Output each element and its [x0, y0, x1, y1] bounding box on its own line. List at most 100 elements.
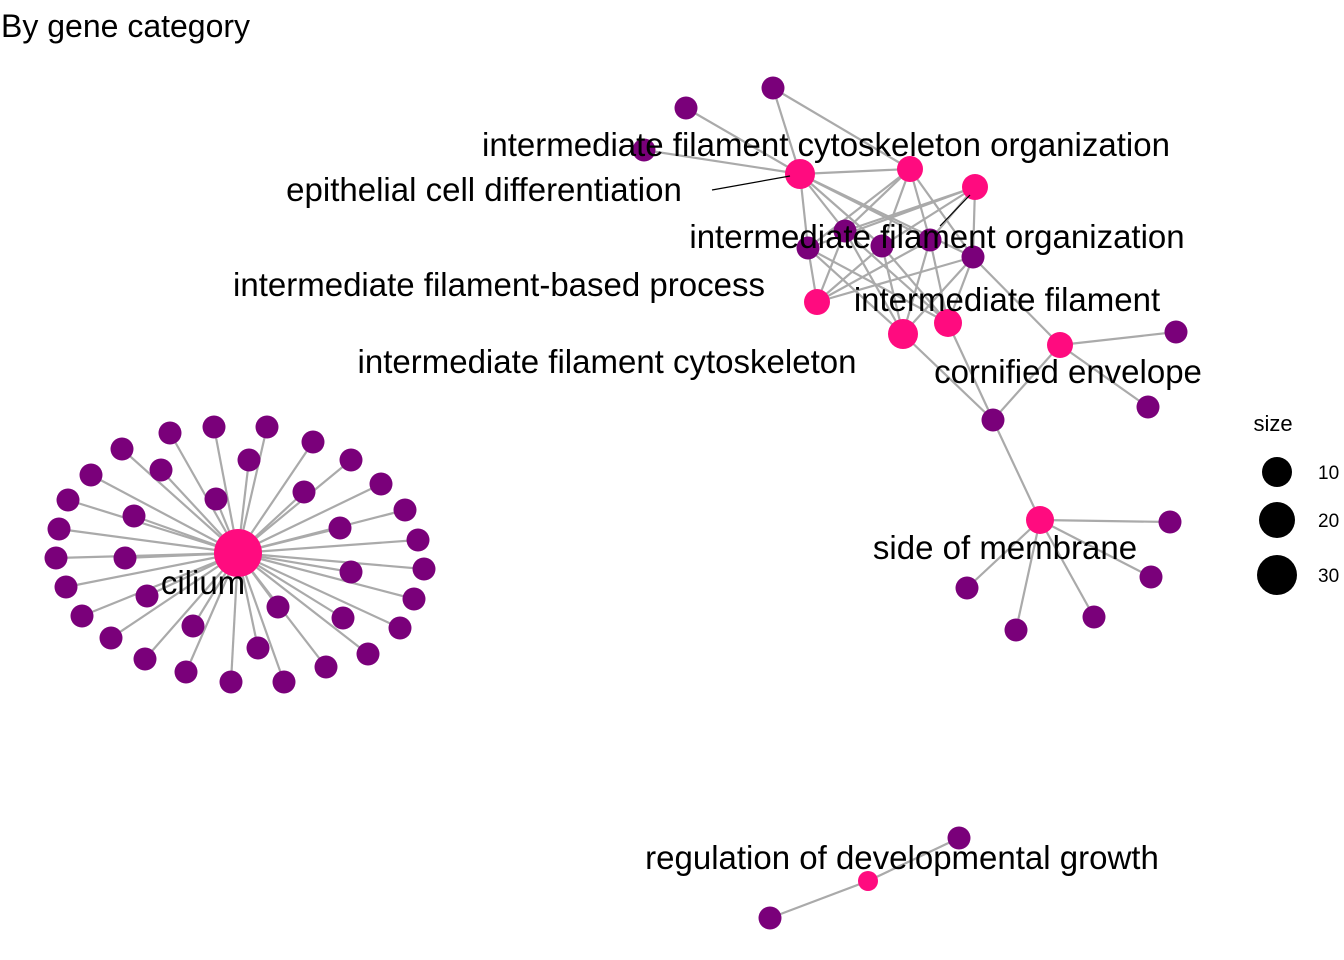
- network-edge: [121, 448, 239, 554]
- gene-node: [56, 488, 80, 512]
- network-edge: [844, 168, 911, 232]
- network-edge: [972, 256, 1061, 346]
- category-label-epi: epithelial cell differentiation: [286, 171, 682, 208]
- gene-node: [1004, 618, 1028, 642]
- network-edge: [928, 239, 950, 324]
- network-edge: [992, 344, 1061, 421]
- gene-node: [149, 458, 173, 482]
- network-edge: [880, 245, 905, 335]
- gene-node: [292, 480, 316, 504]
- gene-node: [237, 448, 261, 472]
- gene-node: [70, 604, 94, 628]
- network-edge: [867, 837, 960, 882]
- gene-node: [758, 906, 782, 930]
- gene-node: [1136, 395, 1160, 419]
- network-edge: [1014, 519, 1042, 631]
- gene-node: [369, 472, 393, 496]
- gene-node: [44, 546, 68, 570]
- gene-node: [110, 437, 134, 461]
- category-node-ifc: [888, 319, 918, 349]
- network-edge: [237, 551, 425, 571]
- category-label-cilium: cilium: [161, 564, 245, 601]
- gene-node: [981, 408, 1005, 432]
- gene-node: [1164, 320, 1188, 344]
- gene-node: [1082, 605, 1106, 629]
- gene-node: [122, 504, 146, 528]
- network-edge: [902, 333, 994, 421]
- network-edge: [1039, 518, 1171, 524]
- network-edge: [844, 230, 949, 324]
- label-leader-line: [711, 175, 791, 191]
- network-edge: [81, 551, 239, 618]
- network-edge: [902, 256, 974, 335]
- network-edge: [237, 483, 382, 554]
- label-leader-line: [939, 194, 971, 227]
- legend-size-dot: [1257, 555, 1297, 595]
- network-edge: [880, 168, 912, 247]
- gene-node: [328, 516, 352, 540]
- network-edge: [237, 538, 419, 555]
- gene-node: [272, 670, 296, 694]
- gene-node: [133, 647, 157, 671]
- gene-node: [246, 636, 270, 660]
- network-edge: [1039, 519, 1152, 578]
- gene-node: [158, 421, 182, 445]
- category-node-som: [1026, 506, 1054, 534]
- network-edge: [807, 168, 911, 249]
- gene-node: [918, 228, 942, 252]
- gene-node: [632, 138, 656, 162]
- network-edge: [65, 551, 239, 589]
- network-edge: [643, 148, 801, 176]
- gene-node: [393, 498, 417, 522]
- gene-node: [339, 560, 363, 584]
- gene-node: [331, 606, 355, 630]
- gene-node: [47, 517, 71, 541]
- network-edge: [844, 185, 976, 233]
- gene-node: [301, 430, 325, 454]
- category-node-cilium: [214, 529, 262, 577]
- network-edge: [1039, 519, 1095, 618]
- network-edge: [816, 239, 931, 303]
- gene-node: [174, 660, 198, 684]
- gene-node: [833, 219, 857, 243]
- gene-node: [356, 642, 380, 666]
- network-edge: [947, 322, 994, 421]
- size-legend: size 10 20 30: [1253, 411, 1339, 595]
- legend-size-dot: [1262, 457, 1292, 487]
- gene-node: [406, 528, 430, 552]
- network-labels: cilium epithelial cell differentiation int…: [161, 126, 1202, 876]
- network-edge: [685, 107, 801, 175]
- category-label-ifc: intermediate filament cytoskeleton: [358, 343, 857, 380]
- category-label-ifco: intermediate filament cytoskeleton organ…: [482, 126, 1170, 163]
- gene-node: [955, 576, 979, 600]
- network-edge: [1059, 344, 1149, 408]
- network-edge: [90, 474, 239, 554]
- chart-title: By gene category: [1, 8, 251, 44]
- gene-node: [219, 670, 243, 694]
- network-edge: [992, 419, 1041, 521]
- network-edge: [816, 255, 974, 304]
- gene-node: [761, 76, 785, 100]
- network-edge: [772, 87, 911, 170]
- network-edge: [799, 173, 883, 247]
- network-nodes: [44, 76, 1188, 930]
- network-edge: [237, 552, 369, 655]
- category-node-rdg: [858, 871, 878, 891]
- gene-node: [796, 236, 820, 260]
- network-edge: [110, 552, 239, 639]
- gene-node: [1158, 510, 1182, 534]
- category-node-ifbp: [804, 289, 830, 315]
- network-edge: [844, 230, 904, 335]
- category-node-epi: [785, 159, 815, 189]
- network-edge: [881, 186, 976, 247]
- network-edge: [1059, 330, 1177, 347]
- network-edge: [769, 879, 869, 920]
- network-edge: [881, 245, 949, 324]
- legend-size-dot: [1259, 502, 1295, 538]
- gene-node: [255, 415, 279, 439]
- gene-node: [266, 595, 290, 619]
- network-edge: [771, 87, 802, 175]
- legend-size-label: 10: [1318, 463, 1339, 484]
- category-node-ifo: [962, 174, 988, 200]
